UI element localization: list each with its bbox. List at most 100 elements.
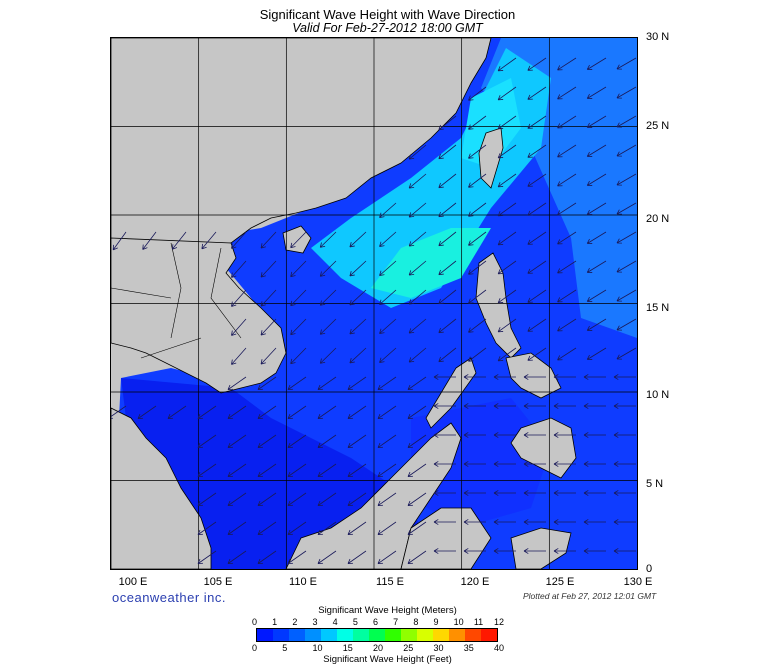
wave-arrow (586, 231, 607, 244)
lon-label-130e: 130 E (623, 576, 653, 588)
colorbar-tick: 0 (252, 643, 258, 653)
wave-arrow (527, 57, 547, 71)
wave-arrow (407, 550, 427, 565)
wave-arrow (616, 173, 637, 186)
brand-text: oceanweather inc. (112, 590, 227, 605)
wave-arrow (290, 318, 307, 336)
wave-arrow (287, 376, 307, 391)
wave-arrow (553, 490, 576, 496)
wave-arrow (527, 202, 547, 216)
wave-arrow (231, 260, 247, 278)
colorbar-segment (417, 629, 433, 641)
wave-arrow (197, 492, 217, 507)
wave-arrow (468, 173, 487, 188)
wave-arrow (553, 461, 576, 467)
wave-arrow (319, 289, 337, 306)
wave-arrow (523, 490, 546, 496)
wave-arrow (407, 405, 427, 420)
colorbar-segment (465, 629, 481, 641)
wave-arrow (257, 492, 277, 507)
wave-arrow (433, 490, 456, 496)
wave-arrow (497, 173, 517, 188)
wave-arrow (468, 202, 487, 217)
wave-arrow (408, 318, 427, 334)
wave-arrow (287, 434, 307, 449)
wave-arrow (257, 405, 277, 420)
land-borneo-east (400, 507, 492, 569)
wave-arrow (493, 519, 516, 525)
wave-arrow (317, 492, 337, 507)
wave-arrow (197, 463, 217, 478)
colorbar-tick: 0 (252, 617, 258, 627)
colorbar-tick: 10 (453, 617, 464, 627)
wave-arrow (377, 550, 397, 565)
wave-arrow (257, 521, 277, 536)
wave-arrow (347, 405, 367, 420)
lon-label-105e: 105 E (203, 576, 233, 588)
wave-arrow (407, 492, 427, 507)
colorbar-tick: 5 (352, 617, 358, 627)
wave-arrow (319, 318, 337, 335)
wave-arrow (586, 260, 607, 273)
wave-arrow (557, 202, 577, 216)
wave-arrow (197, 521, 217, 536)
colorbar-tick: 1 (272, 617, 278, 627)
wave-arrow (408, 260, 427, 276)
wave-arrow (497, 347, 517, 362)
wave-arrow (260, 231, 277, 249)
wave-arrow (112, 231, 127, 251)
wave-arrow (557, 173, 577, 187)
wave-arrow (616, 57, 637, 70)
wave-arrow (408, 289, 427, 305)
wave-arrow (111, 405, 127, 419)
wave-arrow (231, 318, 247, 336)
wave-arrow (468, 318, 487, 333)
wave-arrow (583, 461, 606, 467)
lat-label-25n: 25 N (646, 120, 670, 132)
wave-arrow (497, 260, 517, 275)
wave-arrow (407, 434, 427, 449)
colorbar-segment (321, 629, 337, 641)
colorbar-title-meters: Significant Wave Height (Meters) (318, 605, 457, 616)
wave-arrow (586, 202, 607, 215)
wave-arrow (317, 376, 337, 391)
wave-arrow (463, 548, 486, 554)
land-palawan (425, 357, 477, 429)
wave-arrow (227, 550, 247, 565)
wave-arrow (438, 347, 457, 363)
colorbar-segment (353, 629, 369, 641)
wave-arrow (468, 289, 487, 304)
wave-arrow (377, 376, 397, 391)
wave-arrow (463, 432, 486, 438)
wave-arrow (523, 432, 546, 438)
plotted-timestamp: Plotted at Feb 27, 2012 12:01 GMT (523, 591, 657, 601)
wave-arrow (527, 86, 547, 100)
wave-arrow (557, 57, 577, 71)
wave-arrow (287, 521, 307, 536)
wave-arrow (583, 490, 606, 496)
colorbar-tick: 15 (342, 643, 353, 653)
chart-title: Significant Wave Height with Wave Direct… (259, 7, 516, 22)
wave-arrow (377, 521, 397, 536)
wave-arrow (407, 463, 427, 478)
wave-arrow (583, 519, 606, 525)
wave-arrow (317, 463, 337, 478)
wave-arrow (438, 144, 457, 160)
lat-label-30n: 30 N (646, 31, 670, 43)
land-malay (111, 407, 212, 569)
wave-arrow (523, 403, 546, 409)
wave-arrow (379, 260, 397, 276)
wave-arrow (167, 405, 187, 420)
wave-arrow (438, 318, 457, 334)
wave-arrow (287, 550, 307, 565)
colorbar-tick: 30 (433, 643, 444, 653)
wave-arrow (317, 521, 337, 536)
wave-arrow (377, 492, 397, 507)
colorbar-tick: 2 (292, 617, 298, 627)
wave-arrow (468, 260, 487, 275)
wave-arrow (408, 173, 427, 189)
land-china (111, 38, 492, 244)
wave-arrow (557, 260, 577, 274)
wave-arrow (527, 318, 547, 332)
graticule (111, 38, 637, 569)
